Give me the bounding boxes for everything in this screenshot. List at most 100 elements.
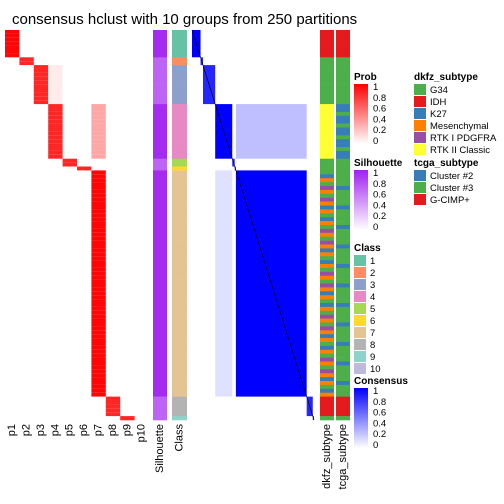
class-cell: [172, 306, 187, 312]
class-legend-label: 6: [370, 316, 375, 327]
tcga-subtype-cell: [336, 291, 350, 296]
prob-row-bg: [5, 174, 149, 179]
silhouette-cell: [153, 166, 167, 171]
class-cell: [172, 353, 187, 358]
class-cell: [172, 170, 187, 175]
prob-column-label: p6: [78, 424, 90, 436]
class-legend-swatch: [354, 315, 366, 326]
tcga-subtype-cell: [336, 143, 350, 148]
prob-row-bg: [5, 53, 149, 58]
silhouette-cell: [153, 400, 167, 405]
dkfz-subtype-cell: [320, 295, 334, 300]
tcga-subtype-cell: [336, 33, 350, 39]
class-cell: [172, 275, 187, 280]
prob-row-bg: [5, 147, 149, 152]
class-cell: [172, 271, 187, 276]
tcga-subtype-cell: [336, 330, 350, 335]
prob-cell: [91, 264, 106, 269]
class-cell: [172, 49, 187, 54]
class-cell: [172, 256, 187, 261]
silhouette-cell: [153, 326, 167, 331]
prob-row-bg: [5, 182, 149, 187]
dkfz-subtype-cell: [320, 264, 334, 269]
silhouette-cell: [153, 373, 167, 378]
dkfz-subtype-cell: [320, 381, 334, 386]
prob-cell: [105, 396, 121, 401]
silhouette-cell: [153, 287, 167, 292]
class-cell: [172, 283, 187, 288]
prob-cell: [91, 123, 106, 128]
tcga-subtype-cell: [336, 100, 350, 105]
silhouette-cell: [153, 147, 167, 152]
prob-cell: [19, 57, 34, 62]
prob-cell: [91, 392, 106, 397]
class-cell: [172, 123, 187, 128]
class-cell: [172, 174, 187, 179]
prob-row-bg: [5, 104, 149, 109]
prob-cell: [91, 131, 106, 136]
silhouette-cell: [153, 345, 167, 351]
prob-cell: [48, 92, 63, 97]
silhouette-cell: [153, 244, 167, 249]
dkfz-subtype-cell: [320, 115, 334, 120]
prob-row-bg: [5, 154, 149, 159]
dkfz-subtype-cell: [320, 408, 334, 413]
prob-legend-tick: 0.6: [373, 104, 386, 115]
dkfz-subtype-cell: [320, 236, 334, 241]
prob-row-bg: [5, 357, 149, 362]
tcga-subtype-cell: [336, 384, 350, 390]
prob-cell: [48, 131, 63, 136]
class-bar: [172, 30, 187, 421]
dkfz-subtype-cell: [320, 92, 334, 97]
silhouette-cell: [153, 365, 167, 370]
silhouette-cell: [153, 201, 167, 206]
prob-row-bg: [5, 373, 149, 378]
prob-row-bg: [5, 69, 149, 74]
class-cell: [172, 326, 187, 331]
tcga-subtype-cell: [336, 306, 350, 312]
tcga-subtype-cell: [336, 279, 350, 284]
prob-cell: [91, 209, 106, 214]
tcga-subtype-cell: [336, 189, 350, 195]
dkfz-subtype-cell: [320, 400, 334, 405]
prob-cell: [91, 338, 106, 343]
tcga-subtype-cell: [336, 205, 350, 210]
prob-cell: [33, 84, 49, 89]
tcga-subtype-cell: [336, 310, 350, 315]
prob-cell: [91, 365, 106, 370]
silhouette-cell: [153, 30, 167, 35]
silhouette-cell: [153, 330, 167, 335]
silhouette-cell: [153, 205, 167, 210]
prob-cell: [48, 80, 63, 85]
tcga-subtype-cell: [336, 131, 350, 136]
silhouette-cell: [153, 213, 167, 218]
prob-row-bg: [5, 30, 149, 35]
tcga-subtype-cell: [336, 314, 350, 319]
prob-row-bg: [5, 388, 149, 393]
prob-cell: [48, 143, 63, 148]
tcga-subtype-cell: [336, 404, 350, 409]
class-cell: [172, 147, 187, 152]
dkfz-subtype-cell: [320, 306, 334, 312]
dkfz-legend-title: dkfz_subtype: [414, 72, 478, 83]
prob-column-label: p1: [6, 424, 18, 436]
class-legend-label: 1: [370, 256, 375, 267]
tcga-subtype-cell: [336, 217, 350, 222]
prob-cell: [48, 127, 63, 132]
silhouette-legend-tick: 1: [373, 168, 378, 179]
prob-cell: [91, 135, 106, 140]
silhouette-cell: [153, 186, 167, 191]
prob-row-bg: [5, 326, 149, 331]
prob-cell: [91, 357, 106, 362]
silhouette-cell: [153, 123, 167, 128]
prob-row-bg: [5, 217, 149, 222]
class-cell: [172, 377, 187, 382]
class-cell: [172, 342, 187, 347]
prob-legend-tick: 0: [373, 136, 378, 147]
consensus-offdiag: [235, 104, 307, 159]
dkfz-subtype-cell: [320, 123, 334, 128]
prob-cell: [91, 310, 106, 315]
silhouette-cell: [153, 33, 167, 39]
tcga-subtype-cell: [336, 150, 350, 156]
tcga-subtype-cell: [336, 170, 350, 175]
